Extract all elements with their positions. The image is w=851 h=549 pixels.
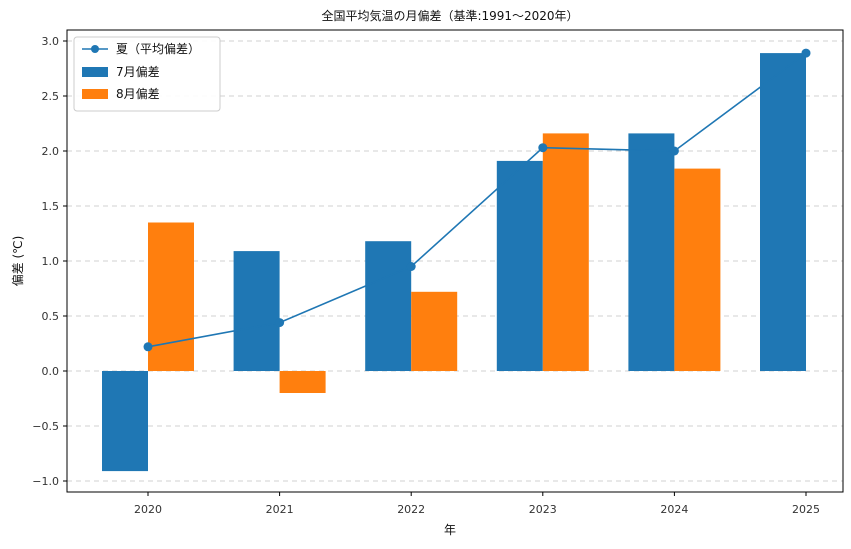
x-tick-label: 2024: [660, 503, 688, 516]
line-point: [538, 143, 548, 153]
y-tick-label: 2.5: [42, 90, 60, 103]
y-tick-label: −1.0: [32, 475, 59, 488]
x-axis-label: 年: [444, 523, 456, 537]
bar-july: [233, 251, 280, 371]
y-axis: −1.0 −0.5 0.0 0.5 1.0 1.5 2.0 2.5 3.0: [32, 35, 67, 488]
legend-swatch-august: [82, 89, 108, 99]
legend-swatch-july: [82, 67, 108, 77]
x-tick-label: 2025: [792, 503, 820, 516]
line-point: [801, 48, 811, 58]
y-tick-label: −0.5: [32, 420, 59, 433]
legend-label-summer: 夏（平均偏差）: [116, 41, 200, 56]
bar-july: [760, 53, 806, 371]
x-tick-label: 2021: [266, 503, 294, 516]
bar-july: [496, 160, 543, 371]
y-axis-label: 偏差 (℃): [10, 236, 25, 287]
line-point: [669, 146, 679, 156]
line-point: [275, 318, 285, 328]
line-series: [143, 48, 811, 352]
bar-august: [279, 371, 326, 393]
chart-title: 全国平均気温の月偏差（基準:1991〜2020年）: [321, 8, 578, 23]
bar-august: [411, 291, 458, 371]
line-summer-mean: [147, 52, 807, 348]
x-axis: 2020 2021 2022 2023 2024 2025: [134, 492, 820, 516]
y-tick-label: 2.0: [42, 145, 60, 158]
bars: [102, 53, 806, 472]
bar-july: [365, 241, 412, 371]
bar-july: [102, 371, 148, 472]
y-tick-label: 0.0: [42, 365, 60, 378]
x-tick-label: 2022: [397, 503, 425, 516]
line-point: [406, 262, 416, 271]
legend-label-july: 7月偏差: [116, 64, 160, 79]
y-tick-label: 1.5: [42, 200, 60, 213]
y-tick-label: 0.5: [42, 310, 60, 323]
bar-august: [542, 133, 589, 371]
legend: 夏（平均偏差） 7月偏差 8月偏差: [73, 36, 221, 112]
bar-august: [674, 168, 721, 371]
x-tick-label: 2020: [134, 503, 162, 516]
bar-august: [148, 222, 194, 371]
bar-july: [628, 133, 675, 371]
legend-marker-swatch: [91, 45, 99, 53]
x-tick-label: 2023: [529, 503, 557, 516]
y-tick-label: 1.0: [42, 255, 60, 268]
line-point: [143, 342, 153, 352]
y-tick-label: 3.0: [42, 35, 60, 48]
legend-label-august: 8月偏差: [116, 86, 160, 101]
legend-box: [73, 36, 221, 112]
